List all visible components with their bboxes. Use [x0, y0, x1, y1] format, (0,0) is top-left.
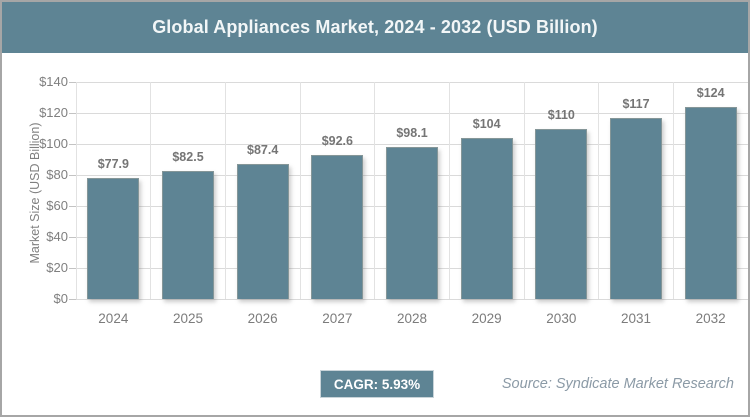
- plot-area: $77.9 $82.5 $87.4 $92.6 $98.1 $104 $110 $117 $12…: [75, 81, 748, 300]
- bar-value-label: $110: [547, 107, 575, 122]
- h-gridline: [76, 298, 748, 300]
- bar-value-label: $104: [472, 116, 501, 131]
- h-gridline: [76, 81, 748, 83]
- v-gridline: [150, 82, 152, 299]
- x-tick-label: 2030: [546, 311, 577, 326]
- bar-2025: [162, 171, 214, 299]
- bar-2028: [386, 146, 438, 299]
- y-tick-label: $0: [53, 291, 68, 306]
- bar-2026: [236, 163, 289, 299]
- bar-value-label: $87.4: [247, 142, 279, 157]
- x-tick-label: 2027: [322, 311, 353, 326]
- v-gridline: [448, 82, 450, 299]
- y-tick-label: $40: [46, 229, 68, 244]
- chart-header: Global Appliances Market, 2024 - 2032 (U…: [2, 2, 748, 53]
- bar-value-label: $92.6: [321, 134, 353, 149]
- x-tick-label: 2026: [247, 311, 278, 326]
- bar-2027: [311, 155, 364, 299]
- y-tick-mark: [69, 174, 76, 176]
- bar-value-label: $98.1: [396, 125, 428, 140]
- x-tick-label: 2032: [695, 311, 726, 326]
- x-tick-label: 2028: [396, 311, 428, 326]
- y-tick-mark: [69, 267, 76, 269]
- v-gridline: [672, 82, 674, 299]
- y-tick-mark: [69, 112, 76, 114]
- y-tick-mark: [69, 298, 76, 300]
- y-tick-label: $80: [46, 167, 68, 182]
- x-tick-label: 2025: [172, 311, 204, 326]
- bar-value-label: $77.9: [97, 157, 129, 172]
- y-tick-label: $20: [46, 260, 68, 275]
- v-gridline: [224, 82, 226, 299]
- y-tick-mark: [69, 143, 76, 145]
- y-tick-label: $140: [39, 74, 68, 89]
- x-tick-label: 2031: [620, 311, 652, 326]
- y-tick-mark: [69, 205, 76, 207]
- bar-2032: [684, 106, 737, 299]
- y-tick-label: $60: [46, 198, 68, 213]
- bar-value-label: $82.5: [172, 150, 204, 165]
- v-gridline: [598, 82, 600, 299]
- x-tick-label: 2029: [471, 311, 502, 326]
- source-note: Source: Syndicate Market Research: [501, 376, 734, 392]
- bar-2024: [87, 178, 140, 299]
- v-gridline: [299, 82, 301, 299]
- y-tick-mark: [69, 236, 76, 238]
- v-gridline: [75, 82, 77, 299]
- x-tick-label: 2024: [98, 311, 129, 326]
- h-gridline: [76, 143, 748, 145]
- y-tick-label: $120: [39, 105, 68, 120]
- bar-2031: [610, 117, 662, 299]
- bar-2029: [460, 137, 513, 299]
- bar-2030: [535, 128, 588, 299]
- bar-value-label: $124: [696, 85, 725, 100]
- h-gridline: [76, 112, 748, 114]
- y-tick-label: $100: [39, 136, 68, 151]
- v-gridline: [374, 82, 376, 299]
- chart-title: Global Appliances Market, 2024 - 2032 (U…: [152, 17, 598, 37]
- v-gridline: [747, 82, 748, 299]
- cagr-badge: CAGR: 5.93%: [320, 370, 434, 398]
- v-gridline: [523, 82, 525, 299]
- y-tick-mark: [69, 81, 76, 83]
- bar-value-label: $117: [622, 96, 650, 111]
